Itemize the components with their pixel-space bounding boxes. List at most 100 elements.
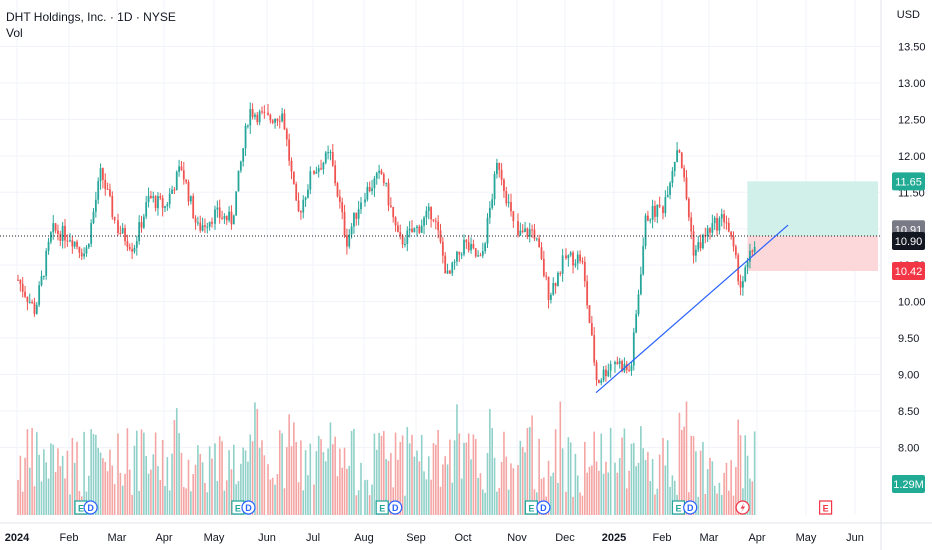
volume-bar [439, 486, 442, 515]
volume-bar [26, 429, 29, 515]
volume-bar [194, 464, 197, 515]
candle-body [251, 109, 254, 117]
x-tick-label: May [204, 532, 225, 544]
volume-bars [17, 401, 756, 515]
candle-body [533, 229, 536, 239]
stop-loss-zone[interactable] [747, 236, 878, 271]
currency-label[interactable]: USD [896, 9, 920, 21]
volume-bar [327, 448, 329, 515]
candle-body [753, 246, 756, 252]
volume-bar [40, 481, 43, 515]
volume-bar [290, 446, 293, 515]
candle-body [360, 202, 362, 210]
candle-body [57, 230, 59, 234]
event-marker-upcoming[interactable] [735, 500, 750, 515]
volume-bar [460, 478, 463, 515]
volume-bar [154, 432, 157, 515]
volume-bar [225, 480, 228, 515]
candle-body [171, 189, 173, 194]
event-marker-earnings[interactable]: E [524, 500, 538, 515]
candle-body [519, 230, 522, 236]
y-tick-label: 13.50 [898, 42, 926, 54]
volume-bar [113, 484, 116, 515]
volume-bar [616, 472, 619, 515]
candle-body [517, 221, 519, 236]
event-marker-earnings[interactable]: E [74, 500, 88, 515]
candle-body [142, 216, 145, 228]
event-marker-earnings[interactable]: E [231, 500, 245, 515]
candle-body [327, 152, 329, 154]
volume-bar [378, 432, 380, 515]
volume-bar [228, 450, 230, 515]
volume-bar [104, 461, 107, 515]
candle-body [718, 218, 721, 231]
candle-body [206, 226, 209, 228]
volume-bar [274, 484, 276, 515]
time-axis[interactable]: 2024 Feb Mar Apr May Jun Jul Aug Sep Oct Nov Dec 202… [0, 522, 932, 544]
candle-body [542, 258, 545, 276]
volume-bar [278, 430, 281, 515]
candle-body [484, 243, 487, 252]
volume-bar [187, 459, 190, 515]
volume-bar [269, 479, 272, 515]
event-marker-dividend[interactable]: D [83, 500, 98, 515]
event-marker-upcoming-earnings[interactable]: E [819, 500, 833, 515]
dividend-icon [83, 500, 98, 515]
candle-body [465, 239, 468, 243]
volume-bar [418, 461, 421, 515]
event-marker-earnings[interactable]: E [375, 500, 389, 515]
candle-body [552, 283, 555, 295]
candle-body [111, 195, 114, 217]
volume-bar [21, 491, 24, 515]
volume-bar [662, 438, 664, 515]
volume-bar [304, 450, 307, 515]
volume-bar [251, 441, 254, 515]
volume-bar [171, 453, 173, 515]
candle-body [486, 217, 489, 244]
x-tick-label: Apr [748, 532, 765, 544]
symbol-title[interactable]: DHT Holdings, Inc. · 1D · NYSE [6, 10, 176, 24]
candle-body [113, 216, 116, 221]
volume-bar [276, 474, 279, 515]
event-marker-dividend[interactable]: D [683, 500, 698, 515]
volume-bar [692, 436, 695, 515]
candle-body [749, 250, 751, 262]
candle-body [378, 170, 380, 173]
event-marker-dividend[interactable]: D [388, 500, 403, 515]
volume-bar [625, 488, 628, 515]
candle-body [510, 202, 512, 212]
candle-body [26, 296, 29, 303]
volume-bar [444, 456, 446, 515]
volume-bar [258, 447, 261, 515]
y-tick-label: 12.00 [898, 151, 926, 163]
volume-bar [208, 446, 211, 515]
candle-body [267, 112, 269, 115]
candle-body [609, 364, 612, 371]
event-marker-dividend[interactable]: D [241, 500, 256, 515]
volume-bar [633, 442, 635, 515]
candle-body [545, 275, 548, 277]
x-tick-label: May [796, 532, 817, 544]
candle-body [24, 291, 26, 297]
earnings-icon-letter: E [379, 504, 385, 514]
candle-body [632, 332, 635, 366]
volume-bar [586, 472, 588, 515]
candle-body [559, 272, 562, 274]
volume-bar [92, 434, 95, 515]
volume-bar [211, 458, 213, 515]
profit-target-zone[interactable] [747, 181, 878, 237]
trend-line[interactable] [595, 224, 789, 394]
volume-legend[interactable]: Vol [6, 26, 23, 40]
candle-body [713, 217, 716, 224]
volume-bar [235, 484, 237, 515]
candle-body [214, 209, 216, 224]
volume-bar [131, 494, 133, 515]
price-axis[interactable]: 13.5013.0012.5012.0011.5011.0010.5010.00… [880, 0, 926, 550]
candle-body [637, 294, 640, 315]
candle-body [283, 113, 286, 130]
event-marker-earnings[interactable]: E [671, 500, 686, 515]
candle-body [581, 261, 584, 263]
event-marker-dividend[interactable]: D [536, 500, 551, 515]
